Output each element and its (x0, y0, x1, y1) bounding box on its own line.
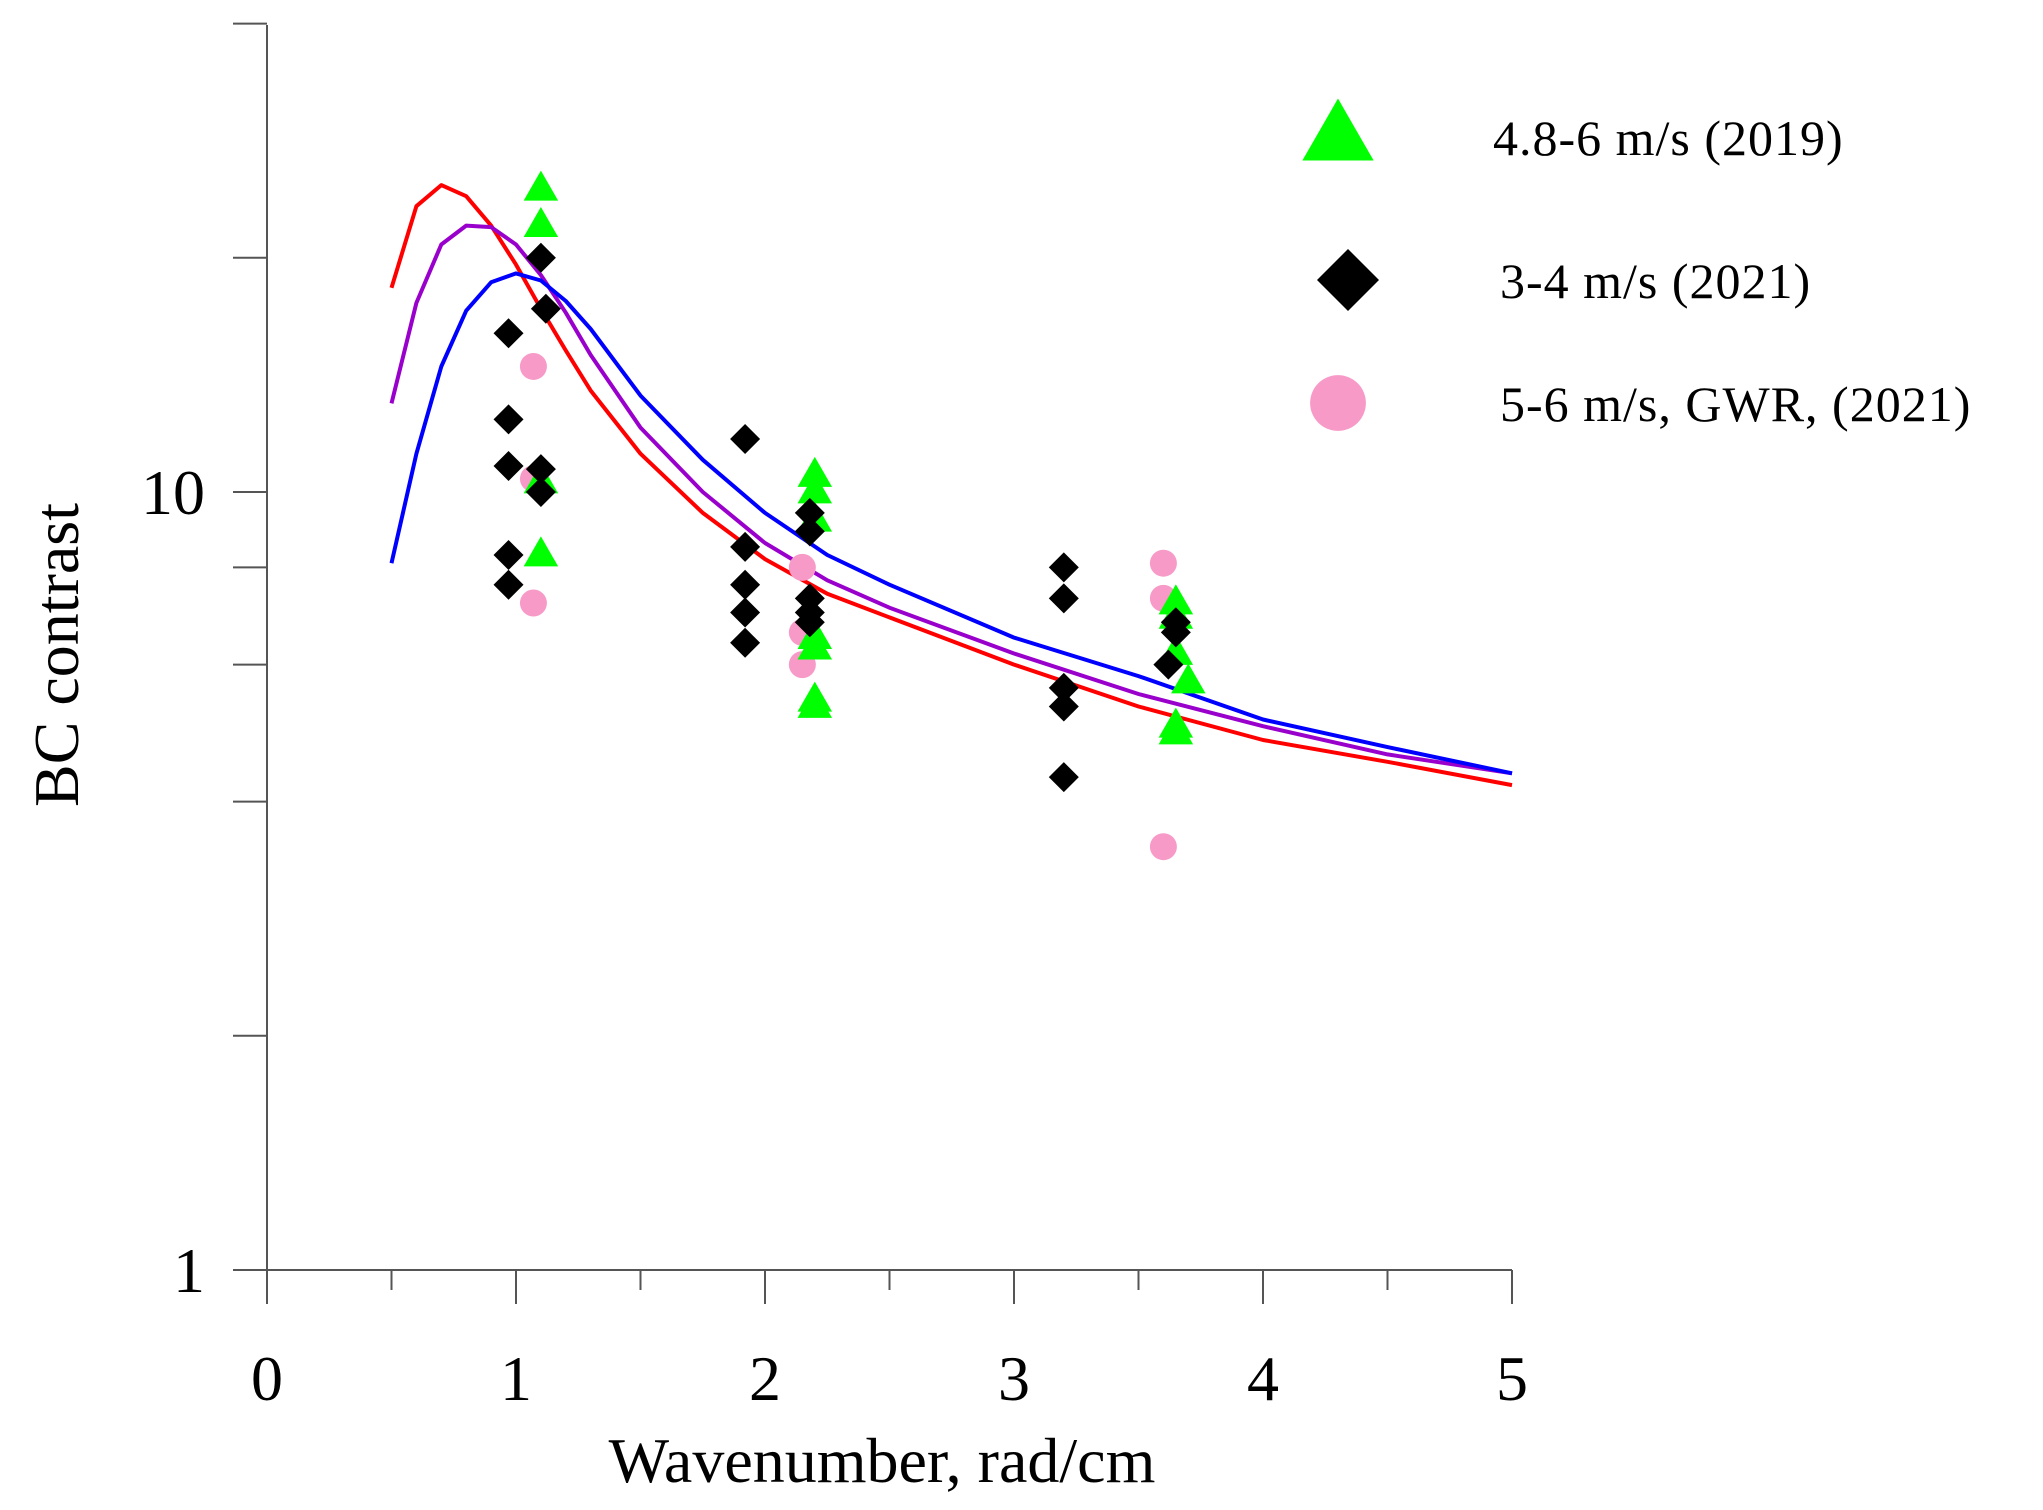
triangle-marker (797, 629, 833, 660)
diamond-marker (493, 569, 524, 600)
x-axis-label: Wavenumber, rad/cm (609, 1425, 1156, 1496)
data-markers (493, 170, 1206, 861)
x-tick-label: 0 (251, 1343, 283, 1414)
x-tick-label: 3 (998, 1343, 1030, 1414)
legend: 4.8-6 m/s (2019) 3-4 m/s (2021) 5-6 m/s, G… (1302, 98, 1971, 432)
legend-label: 5-6 m/s, GWR, (2021) (1500, 376, 1971, 432)
y-axis-label: BC contrast (21, 503, 92, 807)
diamond-marker (730, 531, 761, 562)
triangle-marker (1158, 714, 1194, 745)
diamond-marker (794, 516, 825, 547)
diamond-marker (730, 423, 761, 454)
triangle-marker (1171, 663, 1206, 694)
diamond-marker (730, 597, 761, 628)
diamond-marker (1153, 649, 1184, 680)
diamond-marker (525, 242, 556, 273)
diamond-marker (525, 477, 556, 507)
legend-circle-marker (1310, 375, 1366, 431)
diamond-marker (493, 404, 524, 435)
circle-marker (519, 352, 547, 380)
y-tick-label: 1 (173, 1235, 205, 1306)
triangle-marker (797, 687, 833, 718)
diamond-marker (1048, 672, 1079, 703)
diamond-marker (1048, 691, 1079, 722)
circle-marker (1149, 549, 1177, 577)
diamond-marker (530, 293, 561, 324)
diamond-marker (493, 539, 524, 570)
diamond-marker (1048, 552, 1079, 583)
diamond-marker (794, 607, 825, 638)
diamond-marker (1048, 762, 1079, 793)
triangle-marker (523, 206, 559, 237)
diamond-marker (493, 318, 524, 349)
triangle-marker (523, 170, 559, 201)
triangle-marker (797, 456, 833, 487)
diamond-marker (525, 454, 556, 485)
model-curves (389, 183, 1513, 788)
circle-marker (519, 589, 547, 617)
diamond-marker (1160, 617, 1191, 648)
circle-marker (788, 553, 816, 581)
x-tick-label: 1 (500, 1343, 532, 1414)
legend-label: 3-4 m/s (2021) (1500, 253, 1811, 309)
model-curve-3 (389, 271, 1513, 776)
diamond-marker (794, 497, 825, 528)
model-curve-1 (389, 183, 1513, 788)
diamond-marker (1048, 583, 1079, 614)
legend-diamond-marker (1317, 249, 1379, 311)
diamond-marker (493, 450, 524, 481)
legend-label: 4.8-6 m/s (2019) (1493, 110, 1844, 166)
x-tick-label: 2 (749, 1343, 781, 1414)
x-tick-label: 5 (1496, 1343, 1528, 1414)
circle-marker (1149, 833, 1177, 861)
model-curve-2 (389, 223, 1513, 776)
triangle-marker (797, 473, 833, 504)
x-tick-label: 4 (1247, 1343, 1279, 1414)
triangle-marker (523, 536, 559, 567)
diamond-marker (730, 627, 761, 658)
y-tick-label: 10 (141, 457, 205, 528)
diamond-marker (730, 569, 761, 600)
legend-triangle-marker (1302, 98, 1374, 161)
